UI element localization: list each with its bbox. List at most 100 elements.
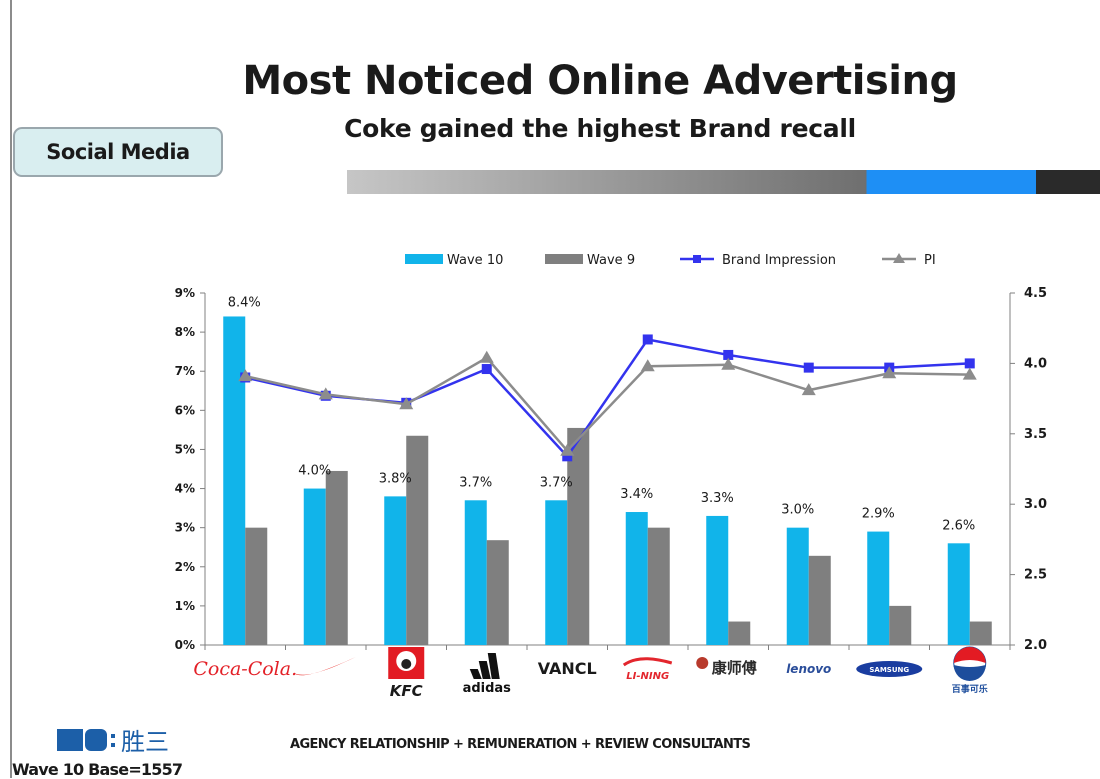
bar-wave-9: [567, 427, 590, 645]
bar-wave-9: [245, 527, 268, 645]
bar-wave-9: [889, 605, 912, 645]
bar-wave-10: [947, 543, 970, 645]
page-title: Most Noticed Online Advertising: [242, 58, 958, 104]
lenovo-logo-text: lenovo: [786, 662, 831, 676]
kangshifu-logo-text: 康师傅: [712, 659, 757, 677]
chart-lines: [238, 334, 977, 462]
footer-tagline: AGENCY RELATIONSHIP + REMUNERATION + REV…: [290, 737, 751, 752]
bar-wave-9: [486, 540, 509, 645]
r3-logo-colon-dot: [111, 734, 115, 738]
legend-swatch-wave-9: [545, 254, 583, 264]
bar-wave-10: [223, 316, 246, 645]
left-border-line: [10, 0, 12, 778]
brand-impression-marker: [562, 451, 573, 462]
bar-wave-10: [867, 531, 890, 645]
bar-wave-10: [384, 496, 407, 645]
kangshifu-mascot-icon: [696, 657, 709, 669]
pi-marker: [882, 366, 897, 379]
adidas-stripes-icon: [469, 669, 482, 679]
legend-label: PI: [924, 253, 936, 268]
left-tick-label: 8%: [175, 325, 195, 339]
bar-wave-9: [406, 435, 429, 645]
pi-marker: [238, 369, 253, 382]
legend-label: Brand Impression: [722, 253, 836, 268]
pepsi-globe-blue-half: [953, 665, 986, 681]
right-tick-label: 2.0: [1024, 638, 1047, 653]
bar-data-label: 4.0%: [298, 464, 331, 479]
legend-swatch-wave-10: [405, 254, 443, 264]
page-subtitle: Coke gained the highest Brand recall: [344, 114, 856, 143]
brand-impression-marker: [642, 334, 653, 345]
chart-axes: 0% 1% 2% 3% 4% 5% 6% 7% 8% 9% 2.0 2.5 3.0 3.5 4.0 4.5: [175, 286, 1047, 653]
r3-logo-3-shape: [85, 729, 107, 751]
pi-marker: [399, 397, 414, 410]
brand-impression-marker: [481, 364, 492, 375]
kfc-colonel-beard-icon: [401, 659, 412, 669]
right-tick-label: 4.0: [1024, 356, 1047, 371]
bar-data-label: 2.9%: [862, 507, 895, 522]
bar-data-label: 2.6%: [942, 518, 975, 533]
kfc-logo-text: KFC: [390, 682, 423, 700]
right-tick-label: 2.5: [1024, 568, 1047, 583]
right-tick-label: 3.5: [1024, 427, 1047, 442]
pi-marker: [640, 359, 655, 372]
pepsi-globe-red-half: [953, 647, 986, 663]
r3-logo: 胜三: [57, 728, 169, 756]
adidas-stripes-icon: [487, 653, 500, 679]
r3-logo-r-shape: [57, 729, 83, 751]
li-ning-logo-text: LI-NING: [626, 671, 669, 682]
bar-data-label: 8.4%: [228, 295, 261, 310]
bar-wave-9: [969, 621, 992, 645]
vancl-logo-text: VANCL: [538, 659, 597, 678]
pi-marker: [560, 443, 575, 456]
pi-marker: [479, 350, 494, 363]
brand-impression-marker: [803, 362, 814, 373]
adidas-logo-text: adidas: [463, 681, 512, 696]
bar-wave-10: [625, 512, 648, 645]
r3-logo-colon-dot: [111, 743, 115, 747]
legend-triangle-marker: [893, 253, 905, 263]
left-tick-label: 4%: [175, 482, 195, 496]
bar-wave-9: [325, 470, 348, 645]
chart-bars: [223, 316, 992, 645]
nike-swoosh-icon: [293, 657, 356, 676]
legend-square-marker: [693, 255, 701, 263]
bar-data-label: 3.7%: [540, 475, 573, 490]
bar-wave-10: [545, 500, 568, 645]
bar-wave-10: [464, 500, 487, 645]
left-tick-label: 3%: [175, 521, 195, 535]
left-tick-label: 6%: [175, 403, 195, 417]
decorative-gradient-bar: [347, 170, 1100, 194]
left-tick-label: 5%: [175, 442, 195, 456]
left-tick-label: 7%: [175, 364, 195, 378]
samsung-logo-text: SAMSUNG: [869, 666, 909, 674]
right-tick-label: 4.5: [1024, 286, 1047, 301]
samsung-logo-ellipse: [856, 661, 923, 677]
bar-wave-10: [786, 527, 809, 645]
brand-impression-marker: [723, 349, 734, 360]
left-tick-label: 1%: [175, 599, 195, 613]
chart-legend: Wave 10 Wave 9 Brand Impression PI: [405, 253, 936, 268]
bar-wave-10: [303, 488, 326, 645]
bar-wave-9: [808, 555, 831, 645]
chart-data-labels: 8.4% 4.0% 3.8% 3.7% 3.7% 3.4% 3.3% 3.0% 2.9% 2.6%: [228, 295, 976, 533]
section-badge: Social Media: [13, 127, 223, 177]
coca-cola-logo: Coca-Cola.: [193, 658, 297, 680]
line-pi: [244, 356, 970, 453]
bar-data-label: 3.0%: [781, 503, 814, 518]
bar-wave-10: [706, 515, 729, 645]
pepsi-logo-text: 百事可乐: [952, 683, 988, 695]
brand-impression-marker: [964, 358, 975, 369]
footer-base-note: Wave 10 Base=1557: [12, 760, 183, 779]
pi-marker: [962, 367, 977, 380]
bar-data-label: 3.7%: [459, 475, 492, 490]
bar-data-label: 3.3%: [701, 491, 734, 506]
bar-data-label: 3.4%: [620, 487, 653, 502]
adidas-stripes-icon: [478, 661, 491, 679]
pi-marker: [801, 383, 816, 396]
legend-label: Wave 10: [447, 253, 503, 268]
pi-marker: [318, 387, 333, 400]
left-tick-label: 0%: [175, 638, 195, 652]
right-tick-label: 3.0: [1024, 497, 1047, 512]
